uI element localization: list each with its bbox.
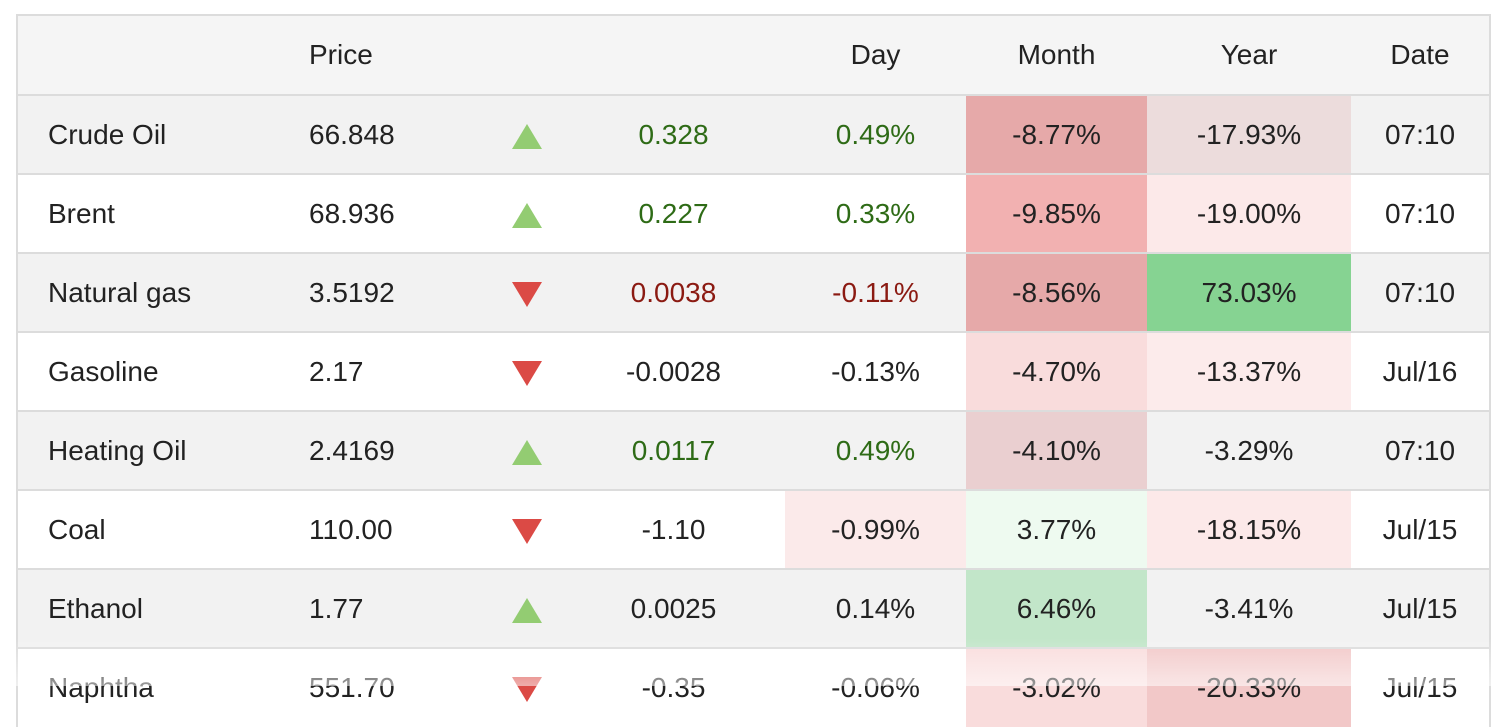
month-percent-cell: -4.70% (966, 331, 1147, 411)
price-cell: 1.77 (309, 568, 492, 648)
month-percent-cell: 3.77% (966, 489, 1147, 569)
trend-arrow-icon (512, 360, 542, 386)
price-cell: 551.70 (309, 647, 492, 727)
date-cell: Jul/15 (1351, 568, 1489, 648)
date-cell: 07:10 (1351, 252, 1489, 332)
table-body: Crude Oil 66.848 0.328 0.49% -8.77% -17.… (18, 94, 1489, 727)
month-percent-cell: -4.10% (966, 410, 1147, 490)
day-percent-cell: -0.06% (785, 647, 966, 727)
year-percent-cell: -13.37% (1147, 331, 1351, 411)
header-name (18, 16, 309, 95)
header-date[interactable]: Date (1390, 39, 1450, 70)
direction-cell (492, 94, 562, 174)
trend-arrow-icon (512, 202, 542, 228)
year-percent-cell: -20.33% (1147, 647, 1351, 727)
change-cell: 0.0038 (562, 252, 785, 332)
commodities-table-container: Price Day Month Year Date Crude Oil 66.8… (16, 14, 1491, 727)
price-cell: 2.4169 (309, 410, 492, 490)
month-percent-cell: -8.77% (966, 94, 1147, 174)
year-percent-cell: -19.00% (1147, 173, 1351, 253)
table-row[interactable]: Naphtha 551.70 -0.35 -0.06% -3.02% -20.3… (18, 647, 1489, 727)
header-year[interactable]: Year (1220, 39, 1278, 70)
table-row[interactable]: Gasoline 2.17 -0.0028 -0.13% -4.70% -13.… (18, 331, 1489, 411)
header-change (562, 16, 785, 95)
commodity-name-link[interactable]: Ethanol (18, 568, 309, 648)
date-cell: Jul/15 (1351, 489, 1489, 569)
direction-cell (492, 647, 562, 727)
price-cell: 2.17 (309, 331, 492, 411)
direction-cell (492, 173, 562, 253)
change-cell: 0.0025 (562, 568, 785, 648)
change-cell: 0.227 (562, 173, 785, 253)
price-cell: 68.936 (309, 173, 492, 253)
day-percent-cell: -0.99% (785, 489, 966, 569)
change-cell: 0.0117 (562, 410, 785, 490)
date-cell: 07:10 (1351, 410, 1489, 490)
date-cell: 07:10 (1351, 94, 1489, 174)
month-percent-cell: 6.46% (966, 568, 1147, 648)
day-percent-cell: 0.49% (785, 94, 966, 174)
year-percent-cell: -3.29% (1147, 410, 1351, 490)
header-month[interactable]: Month (1017, 39, 1096, 70)
commodity-name-link[interactable]: Heating Oil (18, 410, 309, 490)
header-arrow (492, 16, 562, 95)
trend-arrow-icon (512, 677, 542, 703)
table-row[interactable]: Natural gas 3.5192 0.0038 -0.11% -8.56% … (18, 252, 1489, 332)
change-cell: -0.35 (562, 647, 785, 727)
direction-cell (492, 252, 562, 332)
day-percent-cell: 0.49% (785, 410, 966, 490)
year-percent-cell: -17.93% (1147, 94, 1351, 174)
commodities-table: Price Day Month Year Date Crude Oil 66.8… (18, 16, 1489, 727)
direction-cell (492, 331, 562, 411)
trend-arrow-icon (512, 439, 542, 465)
direction-cell (492, 568, 562, 648)
trend-arrow-icon (512, 281, 542, 307)
day-percent-cell: 0.33% (785, 173, 966, 253)
year-percent-cell: -3.41% (1147, 568, 1351, 648)
table-row[interactable]: Ethanol 1.77 0.0025 0.14% 6.46% -3.41% J… (18, 568, 1489, 648)
price-cell: 66.848 (309, 94, 492, 174)
date-cell: Jul/16 (1351, 331, 1489, 411)
commodity-name-link[interactable]: Brent (18, 173, 309, 253)
price-cell: 3.5192 (309, 252, 492, 332)
date-cell: Jul/15 (1351, 647, 1489, 727)
year-percent-cell: -18.15% (1147, 489, 1351, 569)
direction-cell (492, 489, 562, 569)
table-row[interactable]: Coal 110.00 -1.10 -0.99% 3.77% -18.15% J… (18, 489, 1489, 569)
day-percent-cell: 0.14% (785, 568, 966, 648)
table-row[interactable]: Brent 68.936 0.227 0.33% -9.85% -19.00% … (18, 173, 1489, 253)
month-percent-cell: -9.85% (966, 173, 1147, 253)
price-cell: 110.00 (309, 489, 492, 569)
table-header-row: Price Day Month Year Date (18, 16, 1489, 95)
commodity-name-link[interactable]: Crude Oil (18, 94, 309, 174)
change-cell: -0.0028 (562, 331, 785, 411)
change-cell: -1.10 (562, 489, 785, 569)
day-percent-cell: -0.13% (785, 331, 966, 411)
direction-cell (492, 410, 562, 490)
month-percent-cell: -8.56% (966, 252, 1147, 332)
commodity-name-link[interactable]: Natural gas (18, 252, 309, 332)
change-cell: 0.328 (562, 94, 785, 174)
commodity-name-link[interactable]: Naphtha (18, 647, 309, 727)
month-percent-cell: -3.02% (966, 647, 1147, 727)
trend-arrow-icon (512, 597, 542, 623)
year-percent-cell: 73.03% (1147, 252, 1351, 332)
table-row[interactable]: Crude Oil 66.848 0.328 0.49% -8.77% -17.… (18, 94, 1489, 174)
commodity-name-link[interactable]: Coal (18, 489, 309, 569)
trend-arrow-icon (512, 518, 542, 544)
commodity-name-link[interactable]: Gasoline (18, 331, 309, 411)
header-day[interactable]: Day (850, 39, 901, 70)
trend-arrow-icon (512, 123, 542, 149)
table-row[interactable]: Heating Oil 2.4169 0.0117 0.49% -4.10% -… (18, 410, 1489, 490)
header-price[interactable]: Price (309, 39, 373, 70)
day-percent-cell: -0.11% (785, 252, 966, 332)
date-cell: 07:10 (1351, 173, 1489, 253)
